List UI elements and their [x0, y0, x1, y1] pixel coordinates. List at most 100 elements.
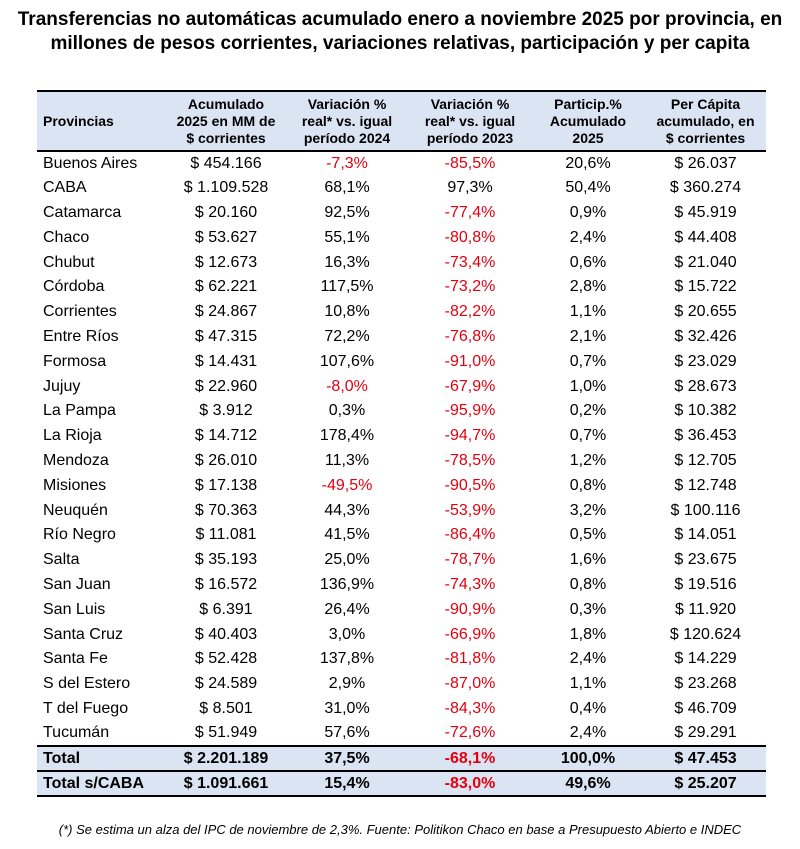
table-row: Entre Ríos $ 47.315 72,2% -76,8% 2,1% $ 32.42… — [37, 325, 766, 350]
variacion-2023-cell: -73,2% — [444, 278, 496, 296]
table-row: Jujuy $ 22.960 -8,0% -67,9% 1,0% $ 28.673 — [37, 374, 766, 399]
acumulado-cell: $ 35.193 — [194, 551, 258, 569]
province-cell: La Rioja — [43, 427, 102, 445]
per-capita-cell: $ 29.291 — [674, 724, 737, 742]
variacion-2023-cell: -85,5% — [444, 154, 496, 172]
per-capita-cell: $ 47.453 — [645, 745, 766, 772]
header-line: período 2023 — [426, 129, 514, 146]
per-capita-cell: $ 20.655 — [674, 303, 737, 321]
header-acumulado: Acumulado 2025 en MM de $ corrientes — [167, 90, 285, 152]
variacion-2023-cell: -82,2% — [444, 303, 496, 321]
header-per-capita: Per Cápita acumulado, en $ corrientes — [645, 90, 766, 152]
province-cell: Misiones — [43, 476, 107, 494]
variacion-2024-cell: 31,0% — [324, 699, 370, 717]
table-row: Formosa $ 14.431 107,6% -91,0% 0,7% $ 23.029 — [37, 349, 766, 374]
variacion-2023-cell: -78,5% — [444, 451, 496, 469]
participacion-cell: 0,9% — [569, 203, 607, 221]
province-cell: Jujuy — [43, 377, 81, 395]
acumulado-cell: $ 1.109.528 — [183, 179, 269, 197]
per-capita-cell: $ 14.229 — [674, 650, 737, 668]
province-cell: San Luis — [43, 600, 106, 618]
participacion-cell: 1,6% — [569, 551, 607, 569]
header-line: real* vs. igual — [301, 112, 393, 129]
table-row: S del Estero $ 24.589 2,9% -87,0% 1,1% $ 23.2… — [37, 672, 766, 697]
acumulado-cell: $ 47.315 — [194, 327, 258, 345]
variacion-2023-cell: -90,5% — [444, 476, 496, 494]
total-row: Total $ 2.201.189 37,5% -68,1% 100,0% $ 47.45… — [37, 745, 766, 772]
variacion-2024-cell: 57,6% — [324, 724, 370, 742]
province-cell: Formosa — [43, 352, 107, 370]
province-cell: Chaco — [43, 228, 90, 246]
table-row: Buenos Aires $ 454.166 -7,3% -85,5% 20,6% $ 2… — [37, 151, 766, 176]
province-cell: Córdoba — [43, 278, 105, 296]
per-capita-cell: $ 100.116 — [670, 501, 741, 519]
variacion-2023-cell: 97,3% — [447, 179, 493, 197]
acumulado-cell: $ 454.166 — [190, 154, 262, 172]
participacion-cell: 2,8% — [569, 278, 607, 296]
header-variacion-2023: Variación % real* vs. igual período 2023 — [409, 90, 531, 152]
table-row: Mendoza $ 26.010 11,3% -78,5% 1,2% $ 12.705 — [37, 449, 766, 474]
participacion-cell: 2,1% — [569, 327, 607, 345]
participacion-cell: 0,7% — [569, 427, 607, 445]
province-cell: Río Negro — [43, 526, 116, 544]
acumulado-cell: $ 40.403 — [194, 625, 258, 643]
per-capita-cell: $ 32.426 — [674, 327, 737, 345]
variacion-2023-cell: -73,4% — [444, 253, 496, 271]
variacion-2023-cell: -90,9% — [444, 600, 496, 618]
participacion-cell: 49,6% — [531, 770, 645, 798]
table-row: Río Negro $ 11.081 41,5% -86,4% 0,5% $ 14.051 — [37, 523, 766, 548]
table-body: Buenos Aires $ 454.166 -7,3% -85,5% 20,6% $ 2… — [37, 151, 766, 746]
variacion-2023-cell: -81,8% — [444, 650, 496, 668]
header-line: Variación % — [307, 95, 387, 112]
participacion-cell: 20,6% — [565, 154, 611, 172]
variacion-2024-cell: 37,5% — [285, 745, 409, 772]
table-row: Chubut $ 12.673 16,3% -73,4% 0,6% $ 21.040 — [37, 250, 766, 275]
variacion-2024-cell: 137,8% — [319, 650, 375, 668]
acumulado-cell: $ 52.428 — [194, 650, 258, 668]
acumulado-cell: $ 14.431 — [194, 352, 258, 370]
province-cell: Chubut — [43, 253, 95, 271]
variacion-2023-cell: -87,0% — [444, 675, 496, 693]
table-row: Santa Cruz $ 40.403 3,0% -66,9% 1,8% $ 120.62… — [37, 622, 766, 647]
table-row: Salta $ 35.193 25,0% -78,7% 1,6% $ 23.675 — [37, 548, 766, 573]
variacion-2024-cell: 136,9% — [319, 575, 375, 593]
variacion-2023-cell: -94,7% — [444, 427, 496, 445]
per-capita-cell: $ 10.382 — [674, 402, 737, 420]
variacion-2024-cell: 0,3% — [328, 402, 366, 420]
variacion-2024-cell: 15,4% — [285, 770, 409, 798]
table-row: La Rioja $ 14.712 178,4% -94,7% 0,7% $ 36.453 — [37, 424, 766, 449]
variacion-2024-cell: 3,0% — [328, 625, 366, 643]
participacion-cell: 1,1% — [569, 303, 607, 321]
province-cell: San Juan — [43, 575, 111, 593]
province-cell: Corrientes — [43, 303, 117, 321]
total-row: Total s/CABA $ 1.091.661 15,4% -83,0% 49,6% $… — [37, 770, 766, 798]
participacion-cell: 0,5% — [569, 526, 607, 544]
variacion-2023-cell: -80,8% — [444, 228, 496, 246]
acumulado-cell: $ 20.160 — [194, 203, 258, 221]
header-line: $ corrientes — [186, 129, 266, 146]
variacion-2024-cell: -49,5% — [321, 476, 373, 494]
variacion-2023-cell: -84,3% — [444, 699, 496, 717]
province-cell: La Pampa — [43, 402, 116, 420]
header-line: 2025 — [572, 129, 604, 146]
participacion-cell: 2,4% — [569, 650, 607, 668]
participacion-cell: 3,2% — [569, 501, 607, 519]
table-row: Córdoba $ 62.221 117,5% -73,2% 2,8% $ 15.722 — [37, 275, 766, 300]
province-cell: Entre Ríos — [43, 327, 119, 345]
acumulado-cell: $ 3.912 — [199, 402, 253, 420]
participacion-cell: 0,8% — [569, 575, 607, 593]
header-line: Particip.% — [554, 95, 622, 112]
per-capita-cell: $ 15.722 — [674, 278, 737, 296]
acumulado-cell: $ 24.589 — [194, 675, 258, 693]
variacion-2023-cell: -66,9% — [444, 625, 496, 643]
header-line: real* vs. igual — [424, 112, 516, 129]
table-row: Santa Fe $ 52.428 137,8% -81,8% 2,4% $ 14.229 — [37, 647, 766, 672]
variacion-2023-cell: -76,8% — [444, 327, 496, 345]
participacion-cell: 100,0% — [531, 745, 645, 772]
per-capita-cell: $ 45.919 — [674, 203, 737, 221]
table-row: Tucumán $ 51.949 57,6% -72,6% 2,4% $ 29.291 — [37, 721, 766, 746]
per-capita-cell: $ 12.748 — [674, 476, 737, 494]
participacion-cell: 2,4% — [569, 228, 607, 246]
table-row: La Pampa $ 3.912 0,3% -95,9% 0,2% $ 10.382 — [37, 399, 766, 424]
